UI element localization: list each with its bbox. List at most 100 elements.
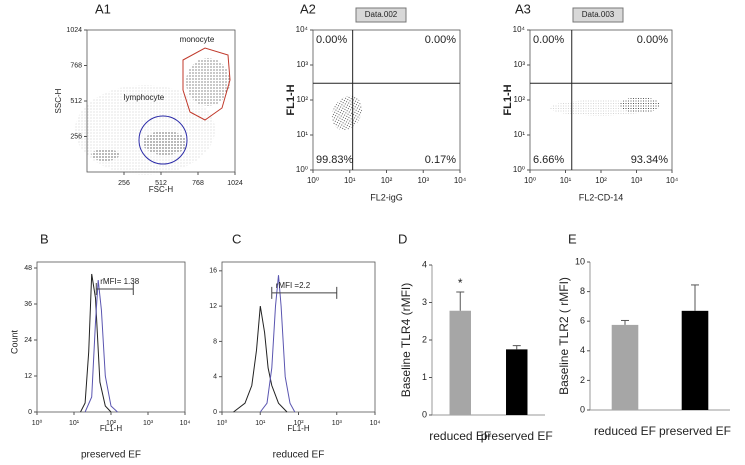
caption: reduced EF	[273, 450, 325, 461]
y-tick-label: 10³	[296, 60, 308, 69]
y-tick-label: 48	[24, 265, 32, 272]
x-tick-label: 10¹	[344, 176, 356, 185]
y-tick-label: 2	[580, 375, 585, 385]
y-tick-label: 10⁴	[513, 25, 526, 34]
x-tick-label: 10⁴	[666, 176, 679, 185]
quadrant-label: 6.66%	[533, 154, 564, 166]
y-tick-label: 256	[70, 133, 82, 140]
x-tick-label: 10⁴	[370, 420, 381, 427]
panel-label: D	[398, 231, 407, 246]
annotation: lymphocyte	[124, 93, 165, 102]
y-axis-label: Count	[9, 330, 19, 355]
y-tick-label: 2	[422, 334, 427, 344]
x-tick-label: 768	[192, 180, 204, 187]
y-tick-label: 16	[209, 268, 217, 275]
y-axis-label: FL1-H	[502, 84, 514, 115]
gates	[138, 47, 231, 165]
y-tick-label: 4	[422, 259, 427, 269]
y-tick-label: 0	[580, 404, 585, 414]
y-tick-label: 768	[70, 62, 82, 69]
x-axis-label: FL2-CD-14	[579, 192, 624, 202]
y-tick-label: 12	[209, 303, 217, 310]
x-axis-label: FL1-H	[287, 424, 309, 433]
x-tick-label: 10³	[631, 176, 643, 185]
x-tick-label: 10⁰	[32, 419, 43, 427]
histogram-curve	[233, 306, 288, 413]
cell-clouds	[75, 58, 660, 175]
y-tick-label: 10²	[296, 95, 308, 104]
caption: preserved EF	[81, 450, 141, 461]
tag-box	[355, 7, 407, 23]
y-tick-label: 0	[422, 409, 427, 419]
x-tick-label: 10⁴	[454, 176, 467, 185]
panel-label: A3	[515, 1, 531, 16]
x-tick-label: reduced EF	[594, 424, 656, 438]
x-tick-label: 10⁴	[180, 420, 191, 427]
y-tick-label: 12	[24, 373, 32, 380]
tag: Data.002	[365, 10, 398, 19]
x-axis-label: FL1-H	[100, 424, 122, 433]
x-tick-label: reduced EF	[429, 429, 491, 443]
y-tick-label: 512	[70, 98, 82, 105]
y-tick-label: 36	[24, 301, 32, 308]
panel-label: B	[40, 231, 49, 246]
panel-label: A2	[300, 1, 316, 16]
y-tick-label: 4	[580, 345, 585, 355]
annotation: monocyte	[180, 35, 215, 44]
x-tick-label: 10¹	[69, 420, 80, 427]
y-tick-label: 8	[580, 286, 585, 296]
x-tick-label: preserved EF	[481, 429, 553, 443]
histogram-curve	[80, 273, 112, 413]
histogram-curve	[259, 275, 296, 413]
x-tick-label: 10⁰	[217, 419, 228, 427]
quadrant-label: 0.00%	[425, 34, 456, 46]
x-tick-label: preserved EF	[659, 424, 731, 438]
y-tick-label: 24	[24, 337, 32, 344]
quadrant-label: 0.00%	[533, 34, 564, 46]
x-tick-label: 10⁰	[307, 176, 319, 185]
y-tick-label: 10⁰	[296, 165, 308, 174]
x-tick-label: 1024	[227, 180, 243, 187]
quadrant-label: 0.00%	[637, 34, 668, 46]
y-axis-label: Baseline TLR4 (rMFI)	[399, 283, 413, 397]
marker-label: rMFI= 1.38	[100, 277, 139, 286]
bar	[681, 310, 709, 410]
x-tick-label: 10³	[332, 420, 343, 427]
x-tick-label: 10²	[381, 176, 393, 185]
y-tick-label: 10	[575, 256, 585, 266]
y-tick-label: 8	[213, 338, 217, 345]
bar	[611, 324, 639, 410]
bar	[506, 349, 528, 415]
quadrant-label: 99.83%	[316, 154, 354, 166]
plot-frame	[312, 29, 461, 171]
marker-label: rMFI =2.2	[276, 281, 311, 290]
x-tick-label: 10²	[106, 420, 117, 427]
x-axis-label: FSC-H	[149, 185, 174, 194]
y-tick-label: 3	[422, 297, 427, 307]
panel-label: C	[232, 231, 241, 246]
y-tick-label: 10¹	[513, 130, 525, 139]
quadrant-label: 93.34%	[631, 154, 669, 166]
x-tick-label: 10²	[293, 420, 304, 427]
x-tick-label: 512	[155, 180, 167, 187]
panel-label: A1	[95, 1, 111, 16]
y-tick-label: 0	[28, 409, 32, 416]
quadrant-label: 0.00%	[316, 34, 347, 46]
tag: Data.003	[582, 10, 615, 19]
y-tick-label: 10²	[513, 95, 525, 104]
y-axis-label: FL1-H	[285, 84, 297, 115]
panel-label: E	[568, 231, 577, 246]
tag-box	[572, 7, 624, 23]
y-tick-label: 10¹	[296, 130, 308, 139]
quadrant-label: 0.17%	[425, 154, 456, 166]
x-tick-label: 10³	[143, 420, 154, 427]
y-tick-label: 10³	[513, 60, 525, 69]
y-tick-label: 1024	[66, 27, 82, 34]
x-tick-label: 256	[118, 180, 130, 187]
bar	[449, 310, 471, 415]
y-axis-label: Baseline TLR2 ( rMFI)	[557, 277, 571, 395]
x-tick-label: 10³	[417, 176, 429, 185]
y-tick-label: 1	[422, 372, 427, 382]
y-axis-label: SSC-H	[54, 88, 63, 113]
